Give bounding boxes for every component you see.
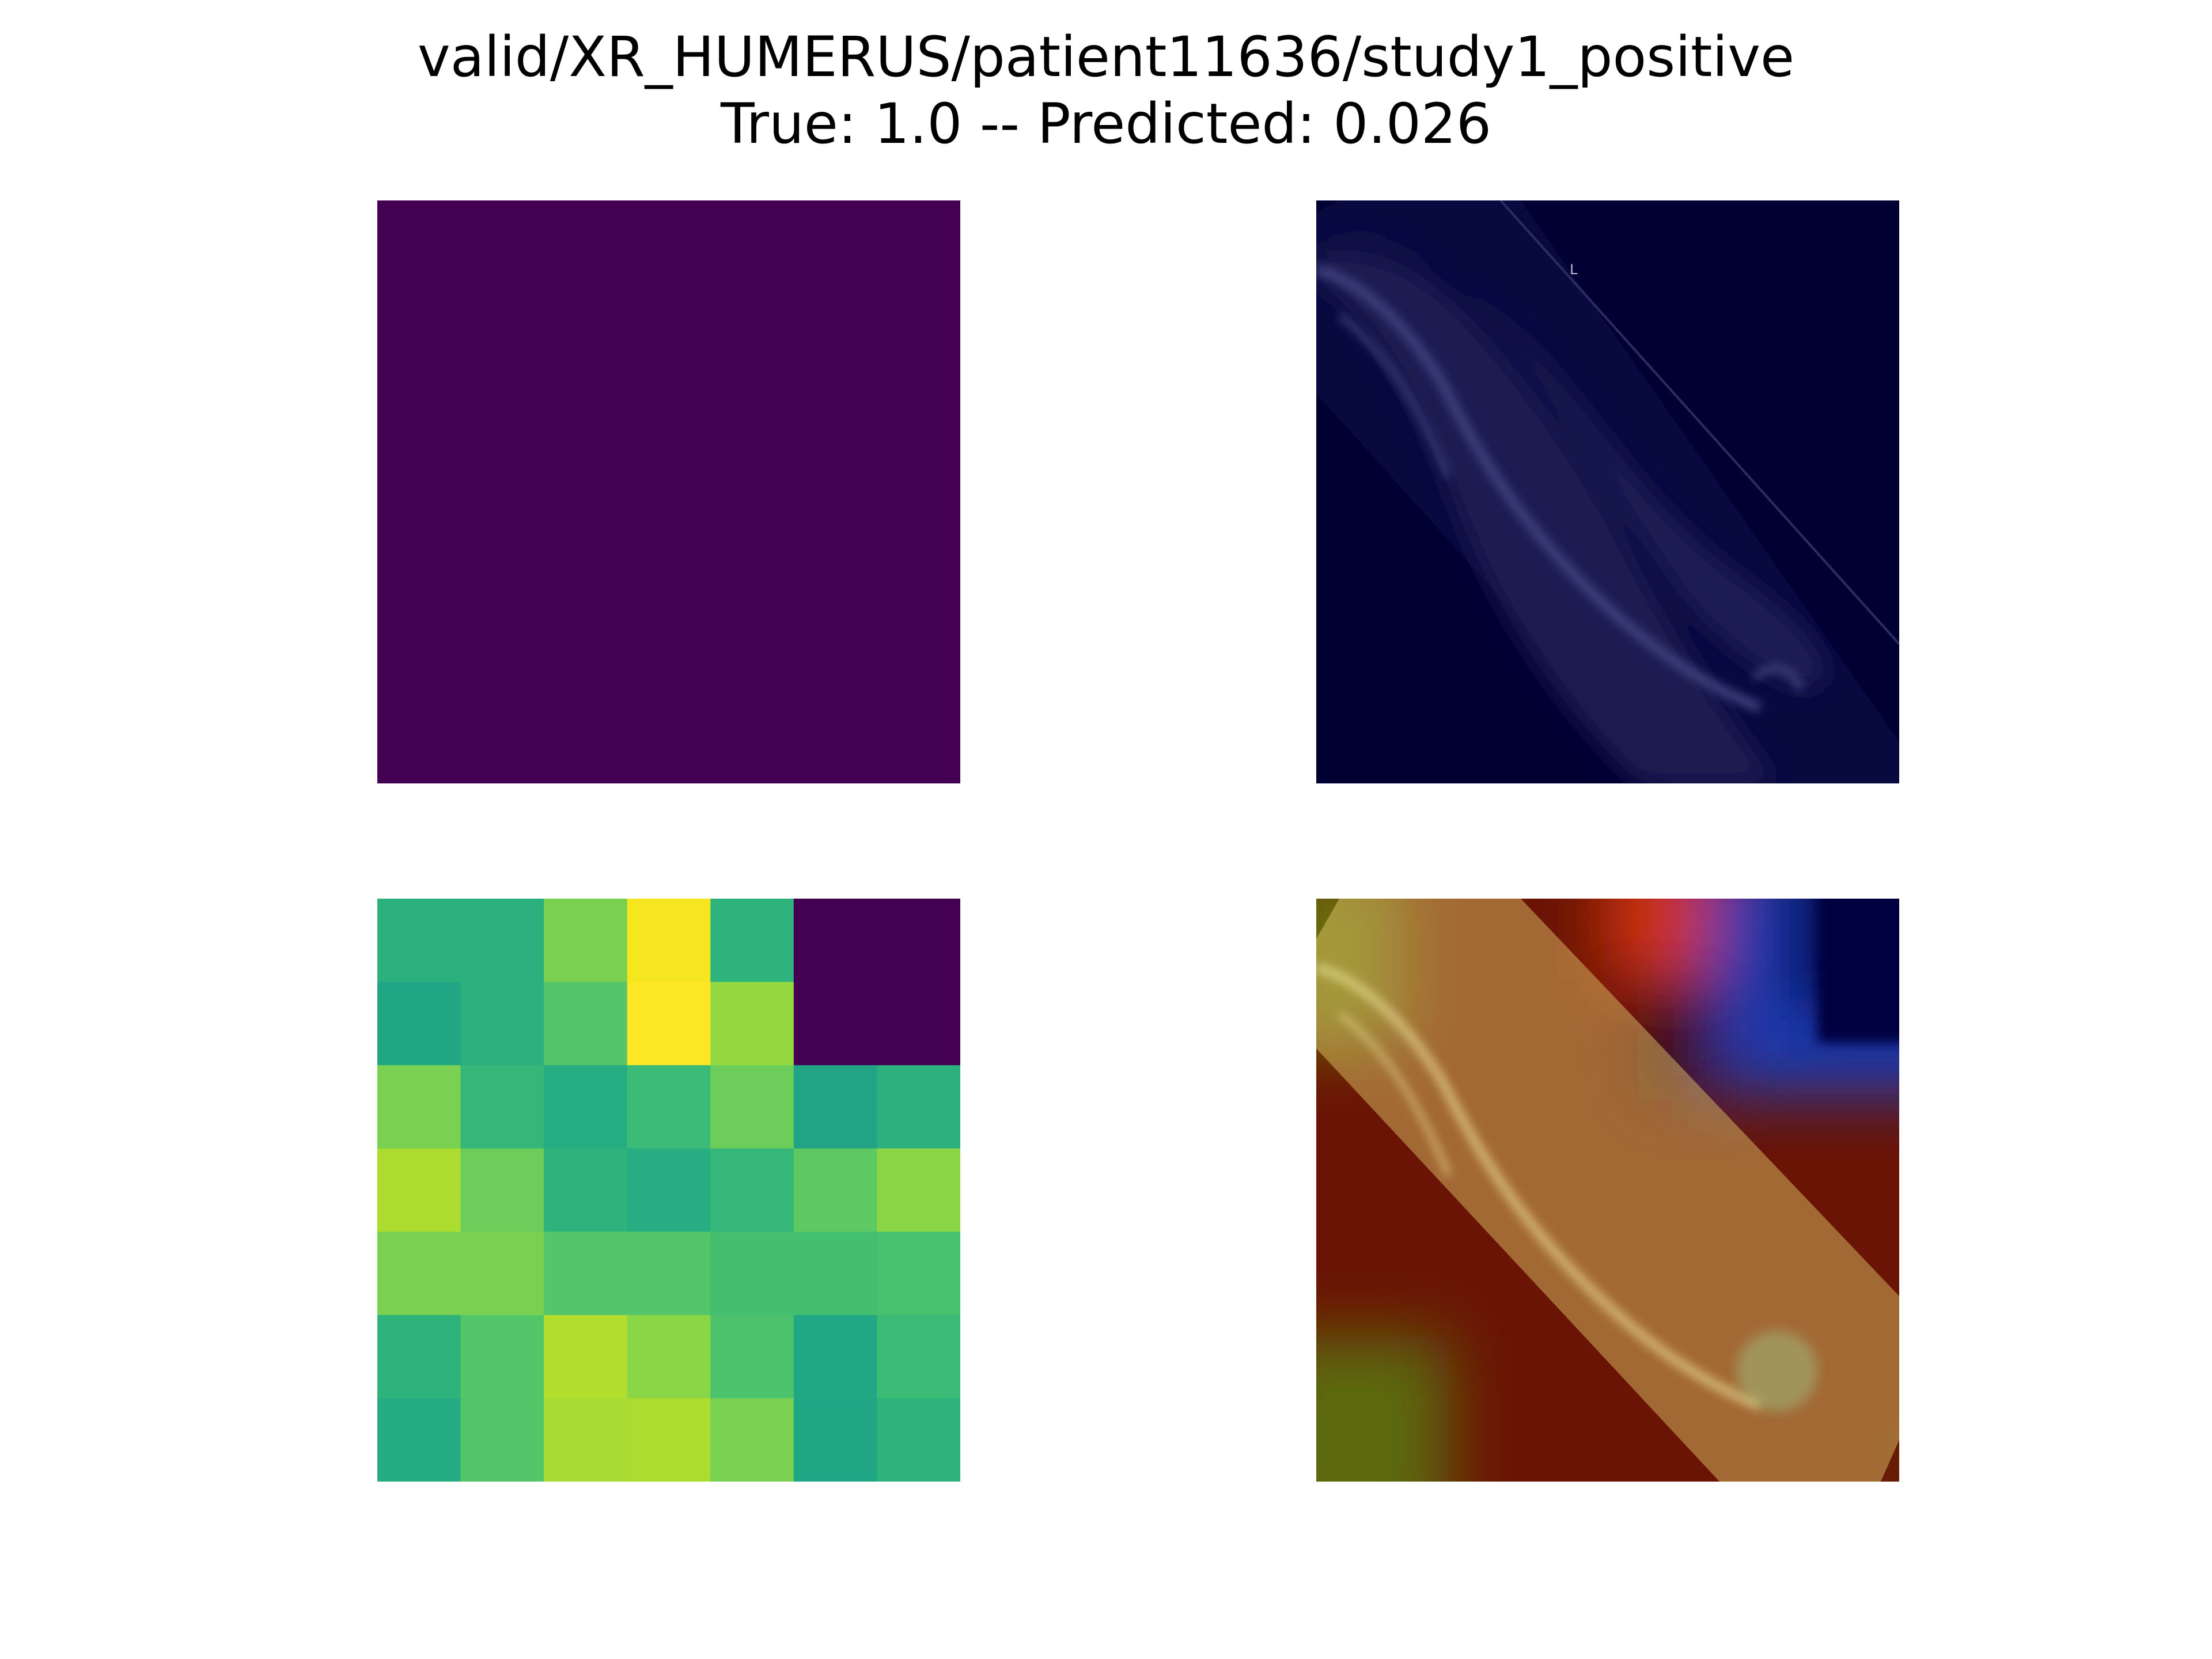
cam-overlay: [1316, 899, 1899, 1482]
heatmap-cell: [627, 1232, 711, 1316]
heatmap-cell: [710, 899, 794, 983]
heatmap-cell: [793, 1148, 878, 1232]
heatmap-cell: [877, 1148, 960, 1232]
deep-blue-corner: [1817, 899, 1899, 1043]
overlay-bone: [1316, 963, 1762, 1411]
heatmap-cell: [793, 1065, 878, 1149]
heatmap-cell: [460, 1232, 544, 1316]
xray-image: L: [1316, 200, 1899, 783]
attention-panel-uniform: [377, 200, 960, 783]
arm-bone: [1316, 264, 1804, 713]
heatmap-cell: [544, 1148, 628, 1232]
heatmap-cell: [793, 982, 878, 1066]
cam-overlay-panel: [1316, 899, 1899, 1482]
heatmap-cell: [460, 899, 544, 983]
heatmap-cell: [710, 1315, 794, 1399]
plate-edge: [1499, 200, 1899, 645]
heatmap-cell: [627, 899, 711, 983]
heatmap-cell: [377, 982, 461, 1066]
heatmap-cell: [460, 1065, 544, 1149]
heatmap-cell: [877, 982, 960, 1066]
heatmap-cell: [627, 1148, 711, 1232]
heatmap-cell: [710, 1065, 794, 1149]
heatmap-cell: [877, 1232, 960, 1316]
uniform-fill: [377, 200, 960, 783]
xray-image-panel: L: [1316, 200, 1899, 783]
heatmap-cell: [710, 1232, 794, 1316]
heatmap-cell: [544, 1398, 628, 1482]
heatmap-cell: [793, 1315, 878, 1399]
heatmap-grid-panel: [377, 899, 960, 1482]
heatmap-cell: [377, 1232, 461, 1316]
uniform-map: [377, 200, 960, 783]
heatmap-cell: [544, 1232, 628, 1316]
laterality-marker: L: [1570, 262, 1578, 278]
overlay-elbow-highlight: [1737, 1331, 1817, 1411]
heatmap-cell: [877, 1315, 960, 1399]
heatmap-cell: [544, 1315, 628, 1399]
heatmap-cell: [627, 1398, 711, 1482]
xray-overlay-plate: [1316, 899, 1899, 1482]
heatmap-cell: [627, 1065, 711, 1149]
heatmap-cell: [793, 1232, 878, 1316]
heatmap-cell: [544, 1065, 628, 1149]
heatmap-cell: [710, 1398, 794, 1482]
heatmap-cell: [627, 1315, 711, 1399]
heat-blobs: [1316, 899, 1899, 1482]
heatmap-cell: [710, 982, 794, 1066]
heatmap-cell: [377, 1315, 461, 1399]
heatmap-grid: [377, 899, 960, 1482]
heatmap-cell: [377, 1065, 461, 1149]
heatmap-cell: [877, 1065, 960, 1149]
heatmap-cell: [877, 1398, 960, 1482]
heatmap-cell: [627, 982, 711, 1066]
heatmap-cell: [544, 982, 628, 1066]
heatmap-cell: [377, 1398, 461, 1482]
heatmap-cell: [793, 899, 878, 983]
heatmap-cell: [460, 1315, 544, 1399]
heatmap-cell: [793, 1398, 878, 1482]
heatmap-cell: [877, 899, 960, 983]
heatmap-cell: [377, 1148, 461, 1232]
heatmap-cell: [460, 1148, 544, 1232]
heatmap-cell: [544, 899, 628, 983]
figure-title-prediction: True: 1.0 -- Predicted: 0.026: [720, 92, 1492, 156]
heatmap-cell: [710, 1148, 794, 1232]
heatmap-cell: [460, 1398, 544, 1482]
heatmap-cell: [460, 982, 544, 1066]
figure-title-path: valid/XR_HUMERUS/patient11636/study1_pos…: [417, 25, 1795, 89]
heatmap-cell: [377, 899, 461, 983]
